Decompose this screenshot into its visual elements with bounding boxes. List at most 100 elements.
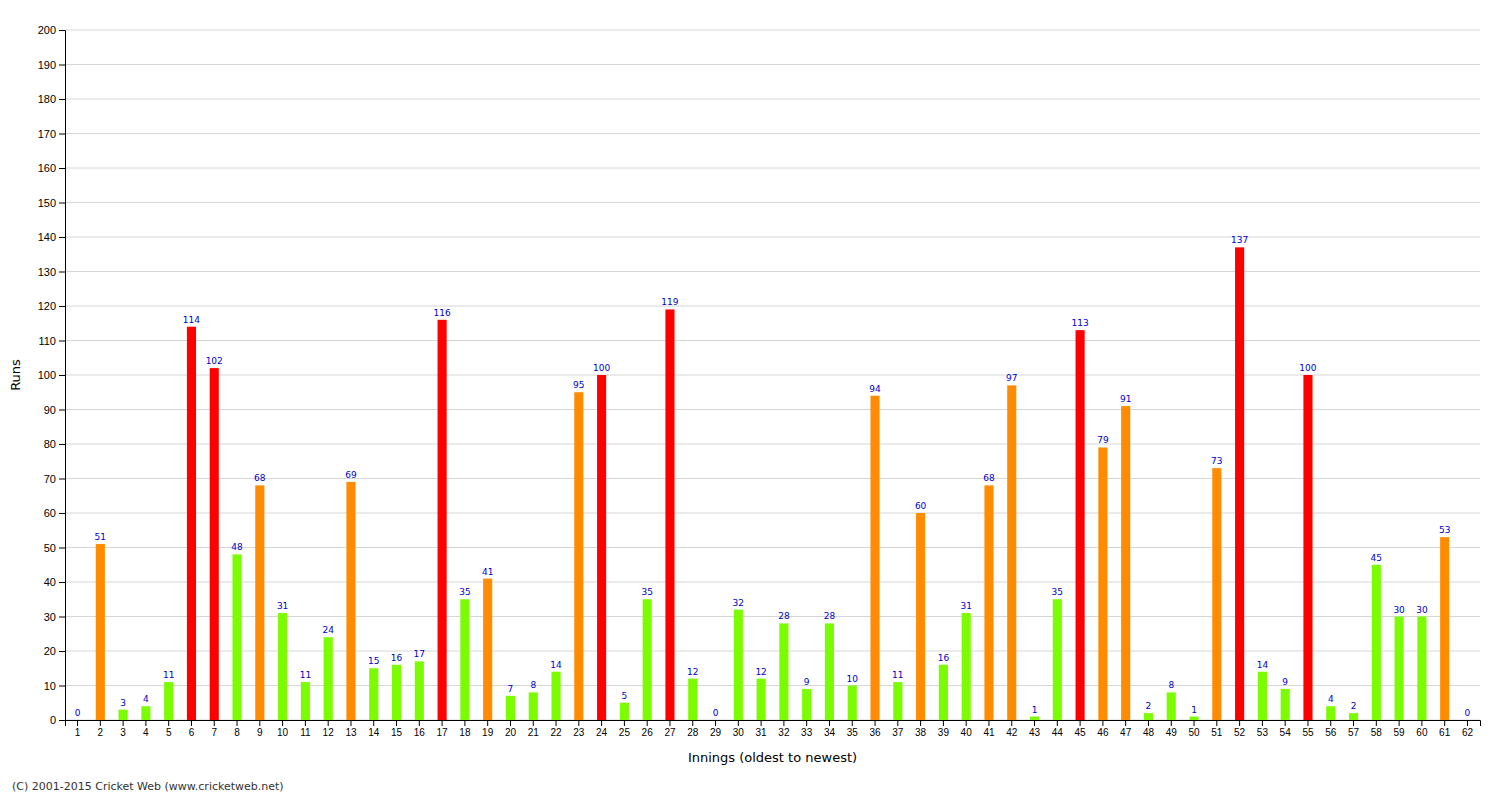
y-axis: 0102030405060708090100110120130140150160… bbox=[38, 24, 66, 726]
x-tick-label: 28 bbox=[687, 727, 699, 738]
data-label: 12 bbox=[755, 667, 766, 677]
bar bbox=[757, 679, 766, 720]
x-tick-mark bbox=[738, 720, 739, 726]
x-tick: 43 bbox=[1029, 720, 1041, 738]
x-tick: 26 bbox=[642, 720, 654, 738]
bar bbox=[1395, 617, 1404, 721]
x-tick-label: 60 bbox=[1416, 727, 1428, 738]
x-tick-mark bbox=[1011, 720, 1012, 726]
x-tick-label: 33 bbox=[801, 727, 813, 738]
data-label: 16 bbox=[391, 653, 403, 663]
x-tick: 13 bbox=[345, 720, 357, 738]
x-tick-mark bbox=[852, 720, 853, 726]
grid-line bbox=[65, 237, 1480, 238]
x-tick: 24 bbox=[596, 720, 608, 738]
x-tick-mark bbox=[692, 720, 693, 726]
y-tick: 60 bbox=[44, 507, 65, 519]
bar bbox=[1463, 720, 1472, 721]
x-tick-label: 38 bbox=[915, 727, 927, 738]
x-tick-mark bbox=[1239, 720, 1240, 726]
y-tick-mark bbox=[59, 168, 65, 169]
x-tick: 10 bbox=[277, 720, 289, 738]
grid-line bbox=[65, 409, 1480, 410]
bar bbox=[187, 327, 196, 720]
x-tick: 45 bbox=[1075, 720, 1087, 738]
x-tick-label: 5 bbox=[166, 727, 172, 738]
x-tick-label: 9 bbox=[257, 727, 263, 738]
y-tick: 0 bbox=[50, 714, 65, 726]
x-tick: 9 bbox=[257, 720, 263, 738]
y-tick-label: 130 bbox=[38, 266, 56, 278]
x-tick-label: 61 bbox=[1439, 727, 1451, 738]
x-tick-label: 58 bbox=[1371, 727, 1383, 738]
data-label: 8 bbox=[530, 680, 536, 690]
x-tick-label: 59 bbox=[1394, 727, 1406, 738]
x-tick: 61 bbox=[1439, 720, 1451, 738]
y-tick: 20 bbox=[44, 645, 65, 657]
x-tick-mark bbox=[669, 720, 670, 726]
y-tick-label: 180 bbox=[38, 93, 56, 105]
data-label: 100 bbox=[593, 363, 610, 373]
bar bbox=[506, 696, 515, 720]
data-label: 4 bbox=[1328, 694, 1334, 704]
bar bbox=[939, 665, 948, 720]
data-label: 119 bbox=[661, 297, 678, 307]
data-label: 11 bbox=[892, 670, 903, 680]
y-tick-mark bbox=[59, 341, 65, 342]
x-tick-label: 26 bbox=[642, 727, 654, 738]
x-tick-mark bbox=[1421, 720, 1422, 726]
grid-line bbox=[65, 375, 1480, 376]
x-tick: 41 bbox=[983, 720, 995, 738]
y-tick: 130 bbox=[38, 266, 65, 278]
y-tick: 190 bbox=[38, 59, 65, 71]
grid-line bbox=[65, 547, 1480, 548]
grid-line bbox=[65, 616, 1480, 617]
bar bbox=[734, 610, 743, 720]
x-tick: 22 bbox=[550, 720, 562, 738]
bar bbox=[1258, 672, 1267, 720]
bar bbox=[620, 703, 629, 720]
x-tick: 2 bbox=[98, 720, 104, 738]
x-tick: 37 bbox=[892, 720, 904, 738]
x-tick-mark bbox=[624, 720, 625, 726]
data-label: 45 bbox=[1371, 553, 1382, 563]
x-tick-label: 37 bbox=[892, 727, 904, 738]
x-tick-mark bbox=[1034, 720, 1035, 726]
y-tick-mark bbox=[59, 65, 65, 66]
x-tick-label: 27 bbox=[664, 727, 676, 738]
x-tick-label: 12 bbox=[323, 727, 335, 738]
x-tick: 60 bbox=[1416, 720, 1428, 738]
bar bbox=[73, 720, 82, 721]
x-tick-mark bbox=[556, 720, 557, 726]
data-label: 11 bbox=[163, 670, 174, 680]
bar bbox=[1417, 617, 1426, 721]
bar bbox=[574, 392, 583, 720]
data-label: 15 bbox=[368, 656, 379, 666]
x-tick-mark bbox=[601, 720, 602, 726]
y-tick: 80 bbox=[44, 438, 65, 450]
x-tick-label: 16 bbox=[414, 727, 426, 738]
data-label: 91 bbox=[1120, 394, 1131, 404]
x-tick-label: 22 bbox=[550, 727, 562, 738]
data-label: 30 bbox=[1393, 605, 1405, 615]
y-tick-mark bbox=[59, 617, 65, 618]
bars bbox=[96, 247, 1449, 720]
x-tick: 39 bbox=[938, 720, 950, 738]
data-label: 51 bbox=[95, 532, 106, 542]
y-tick-mark bbox=[59, 410, 65, 411]
y-tick-mark bbox=[59, 686, 65, 687]
x-tick: 50 bbox=[1188, 720, 1200, 738]
x-tick-label: 43 bbox=[1029, 727, 1041, 738]
x-tick: 1 bbox=[75, 720, 81, 738]
y-axis-title: Runs bbox=[8, 359, 23, 391]
x-tick: 49 bbox=[1166, 720, 1178, 738]
y-tick-label: 90 bbox=[44, 404, 56, 416]
x-tick-label: 45 bbox=[1075, 727, 1087, 738]
x-tick-mark bbox=[100, 720, 101, 726]
x-tick: 28 bbox=[687, 720, 699, 738]
x-tick-mark bbox=[442, 720, 443, 726]
x-tick: 21 bbox=[528, 720, 540, 738]
x-tick-label: 34 bbox=[824, 727, 836, 738]
x-tick-mark bbox=[875, 720, 876, 726]
x-tick-label: 47 bbox=[1120, 727, 1132, 738]
